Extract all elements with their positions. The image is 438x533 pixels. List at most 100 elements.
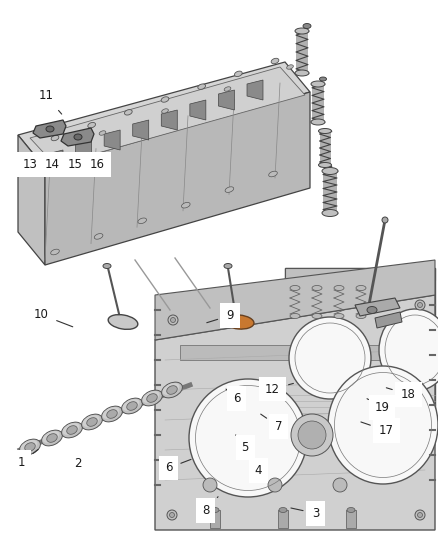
Ellipse shape — [67, 426, 77, 434]
Ellipse shape — [181, 203, 190, 208]
Ellipse shape — [268, 171, 277, 177]
Ellipse shape — [62, 422, 82, 438]
Ellipse shape — [312, 313, 322, 319]
Ellipse shape — [234, 71, 242, 77]
Ellipse shape — [224, 263, 232, 269]
Ellipse shape — [289, 317, 371, 399]
Ellipse shape — [290, 286, 300, 290]
Ellipse shape — [286, 65, 293, 69]
Ellipse shape — [367, 306, 377, 313]
Ellipse shape — [161, 97, 169, 102]
Ellipse shape — [292, 423, 298, 427]
Polygon shape — [18, 135, 45, 265]
Ellipse shape — [415, 510, 425, 520]
Polygon shape — [155, 295, 435, 530]
Ellipse shape — [25, 443, 35, 451]
Bar — [319, 131, 331, 166]
Bar — [180, 345, 420, 360]
Text: 19: 19 — [367, 399, 389, 414]
Ellipse shape — [318, 128, 332, 133]
Ellipse shape — [20, 439, 40, 455]
Ellipse shape — [138, 218, 147, 224]
Ellipse shape — [88, 123, 95, 128]
Ellipse shape — [417, 513, 423, 518]
Ellipse shape — [21, 440, 37, 452]
Text: 15: 15 — [68, 158, 83, 171]
Ellipse shape — [47, 434, 57, 442]
Ellipse shape — [382, 217, 388, 223]
Polygon shape — [45, 92, 310, 265]
Ellipse shape — [123, 399, 139, 411]
Bar — [346, 510, 356, 528]
Ellipse shape — [334, 313, 344, 319]
Ellipse shape — [102, 407, 120, 419]
Text: 3: 3 — [291, 507, 319, 520]
Ellipse shape — [333, 478, 347, 492]
Ellipse shape — [356, 286, 366, 290]
Text: 1: 1 — [17, 449, 38, 469]
Polygon shape — [61, 128, 94, 146]
Text: 17: 17 — [361, 422, 394, 437]
Ellipse shape — [211, 507, 219, 513]
Polygon shape — [76, 140, 92, 160]
Ellipse shape — [225, 187, 234, 192]
Ellipse shape — [328, 366, 438, 484]
Ellipse shape — [312, 286, 322, 290]
Polygon shape — [155, 260, 435, 340]
Text: 8: 8 — [202, 497, 218, 517]
Ellipse shape — [74, 134, 82, 140]
Bar — [278, 510, 288, 528]
Ellipse shape — [337, 423, 343, 427]
Ellipse shape — [203, 478, 217, 492]
Ellipse shape — [427, 423, 433, 427]
Ellipse shape — [318, 163, 332, 167]
Ellipse shape — [347, 507, 355, 513]
Ellipse shape — [103, 263, 111, 269]
Ellipse shape — [356, 313, 366, 319]
Ellipse shape — [298, 421, 326, 449]
Ellipse shape — [42, 430, 62, 446]
Text: 2: 2 — [71, 454, 82, 470]
Ellipse shape — [162, 382, 182, 398]
Ellipse shape — [51, 135, 59, 141]
Ellipse shape — [167, 510, 177, 520]
Ellipse shape — [83, 415, 99, 427]
Bar — [285, 268, 435, 280]
Ellipse shape — [127, 402, 137, 410]
Polygon shape — [133, 120, 149, 140]
Polygon shape — [47, 150, 63, 170]
Ellipse shape — [224, 315, 254, 329]
Ellipse shape — [63, 423, 79, 435]
Ellipse shape — [189, 379, 307, 497]
Ellipse shape — [170, 513, 174, 518]
Ellipse shape — [147, 394, 157, 402]
Text: 12: 12 — [265, 383, 293, 395]
Ellipse shape — [124, 110, 132, 115]
Text: 10: 10 — [33, 308, 73, 327]
Text: 9: 9 — [207, 309, 234, 322]
Ellipse shape — [291, 414, 333, 456]
Ellipse shape — [224, 87, 231, 91]
Text: 16: 16 — [90, 158, 105, 171]
Ellipse shape — [295, 70, 309, 76]
Polygon shape — [30, 67, 305, 165]
Polygon shape — [285, 268, 435, 430]
Ellipse shape — [108, 314, 138, 329]
Ellipse shape — [162, 109, 168, 113]
Polygon shape — [161, 110, 177, 130]
Ellipse shape — [379, 309, 438, 391]
Ellipse shape — [268, 478, 282, 492]
Bar — [296, 31, 308, 73]
Ellipse shape — [170, 318, 176, 322]
Ellipse shape — [311, 81, 325, 87]
Ellipse shape — [141, 390, 162, 406]
Ellipse shape — [417, 303, 423, 308]
Ellipse shape — [94, 233, 103, 239]
Ellipse shape — [322, 167, 338, 174]
Text: 14: 14 — [45, 158, 68, 171]
Text: 11: 11 — [39, 90, 62, 114]
Polygon shape — [190, 100, 206, 120]
Ellipse shape — [334, 286, 344, 290]
Ellipse shape — [51, 249, 59, 255]
Ellipse shape — [365, 307, 371, 313]
